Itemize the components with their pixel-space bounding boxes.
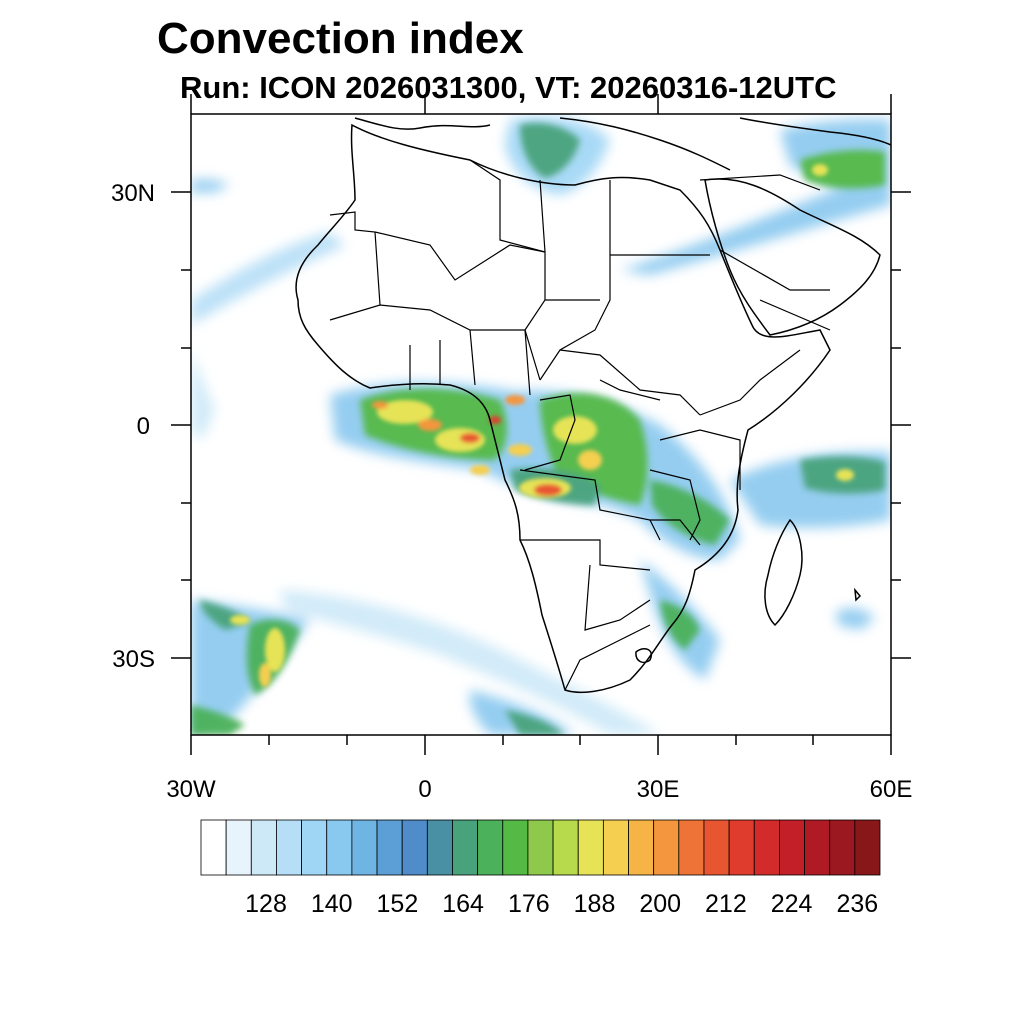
colorbar-swatch [502,819,529,876]
colorbar-label: 176 [508,890,550,918]
convection-field [191,116,891,735]
colorbar-label: 200 [639,890,681,918]
lat-label-0: 0 [137,413,150,440]
colorbar-label: 236 [836,890,878,918]
colorbar: 128 140 152 164 176 188 200 212 224 236 [200,819,881,918]
colorbar-swatch [779,819,805,876]
colorbar-swatch [703,819,730,876]
colorbar-swatch [200,819,227,876]
colorbar-swatch [653,819,680,876]
colorbar-swatch [577,819,604,876]
colorbar-swatch [628,819,655,876]
chart-title: Convection index [157,14,524,63]
colorbar-label: 152 [377,890,419,918]
colorbar-label: 140 [311,890,353,918]
lon-label-60e: 60E [870,776,913,803]
country-borders [329,159,831,691]
axis-ticks [171,94,911,755]
colorbar-swatch [301,819,328,876]
colorbar-swatch [753,819,780,876]
colorbar-swatch [452,819,479,876]
colorbar-swatch [728,819,755,876]
colorbar-swatch [527,819,554,876]
colorbar-swatch [326,819,353,876]
colorbar-label: 212 [705,890,747,918]
colorbar-swatch [376,819,403,876]
colorbar-swatch [351,819,378,876]
colorbar-swatch [276,819,302,876]
lon-label-0: 0 [418,776,431,803]
colorbar-swatch [602,819,629,876]
coastlines [295,117,891,694]
colorbar-label: 224 [771,890,813,918]
colorbar-swatch [225,819,252,876]
colorbar-swatch [678,819,705,876]
colorbar-swatch [401,819,428,876]
colorbar-swatch [804,819,831,876]
lat-label-30s: 30S [112,646,155,673]
colorbar-swatch [854,819,881,876]
colorbar-swatch [250,819,277,876]
colorbar-swatch [477,819,504,876]
colorbar-label: 128 [245,890,287,918]
colorbar-swatch [426,819,453,876]
lon-label-30e: 30E [637,776,680,803]
chart-subtitle: Run: ICON 2026031300, VT: 20260316-12UTC [180,70,837,105]
colorbar-swatch [829,819,856,876]
colorbar-label: 164 [442,890,484,918]
colorbar-label: 188 [574,890,616,918]
lat-label-30n: 30N [111,180,155,207]
lon-label-30w: 30W [166,776,216,803]
colorbar-swatch [552,819,579,876]
